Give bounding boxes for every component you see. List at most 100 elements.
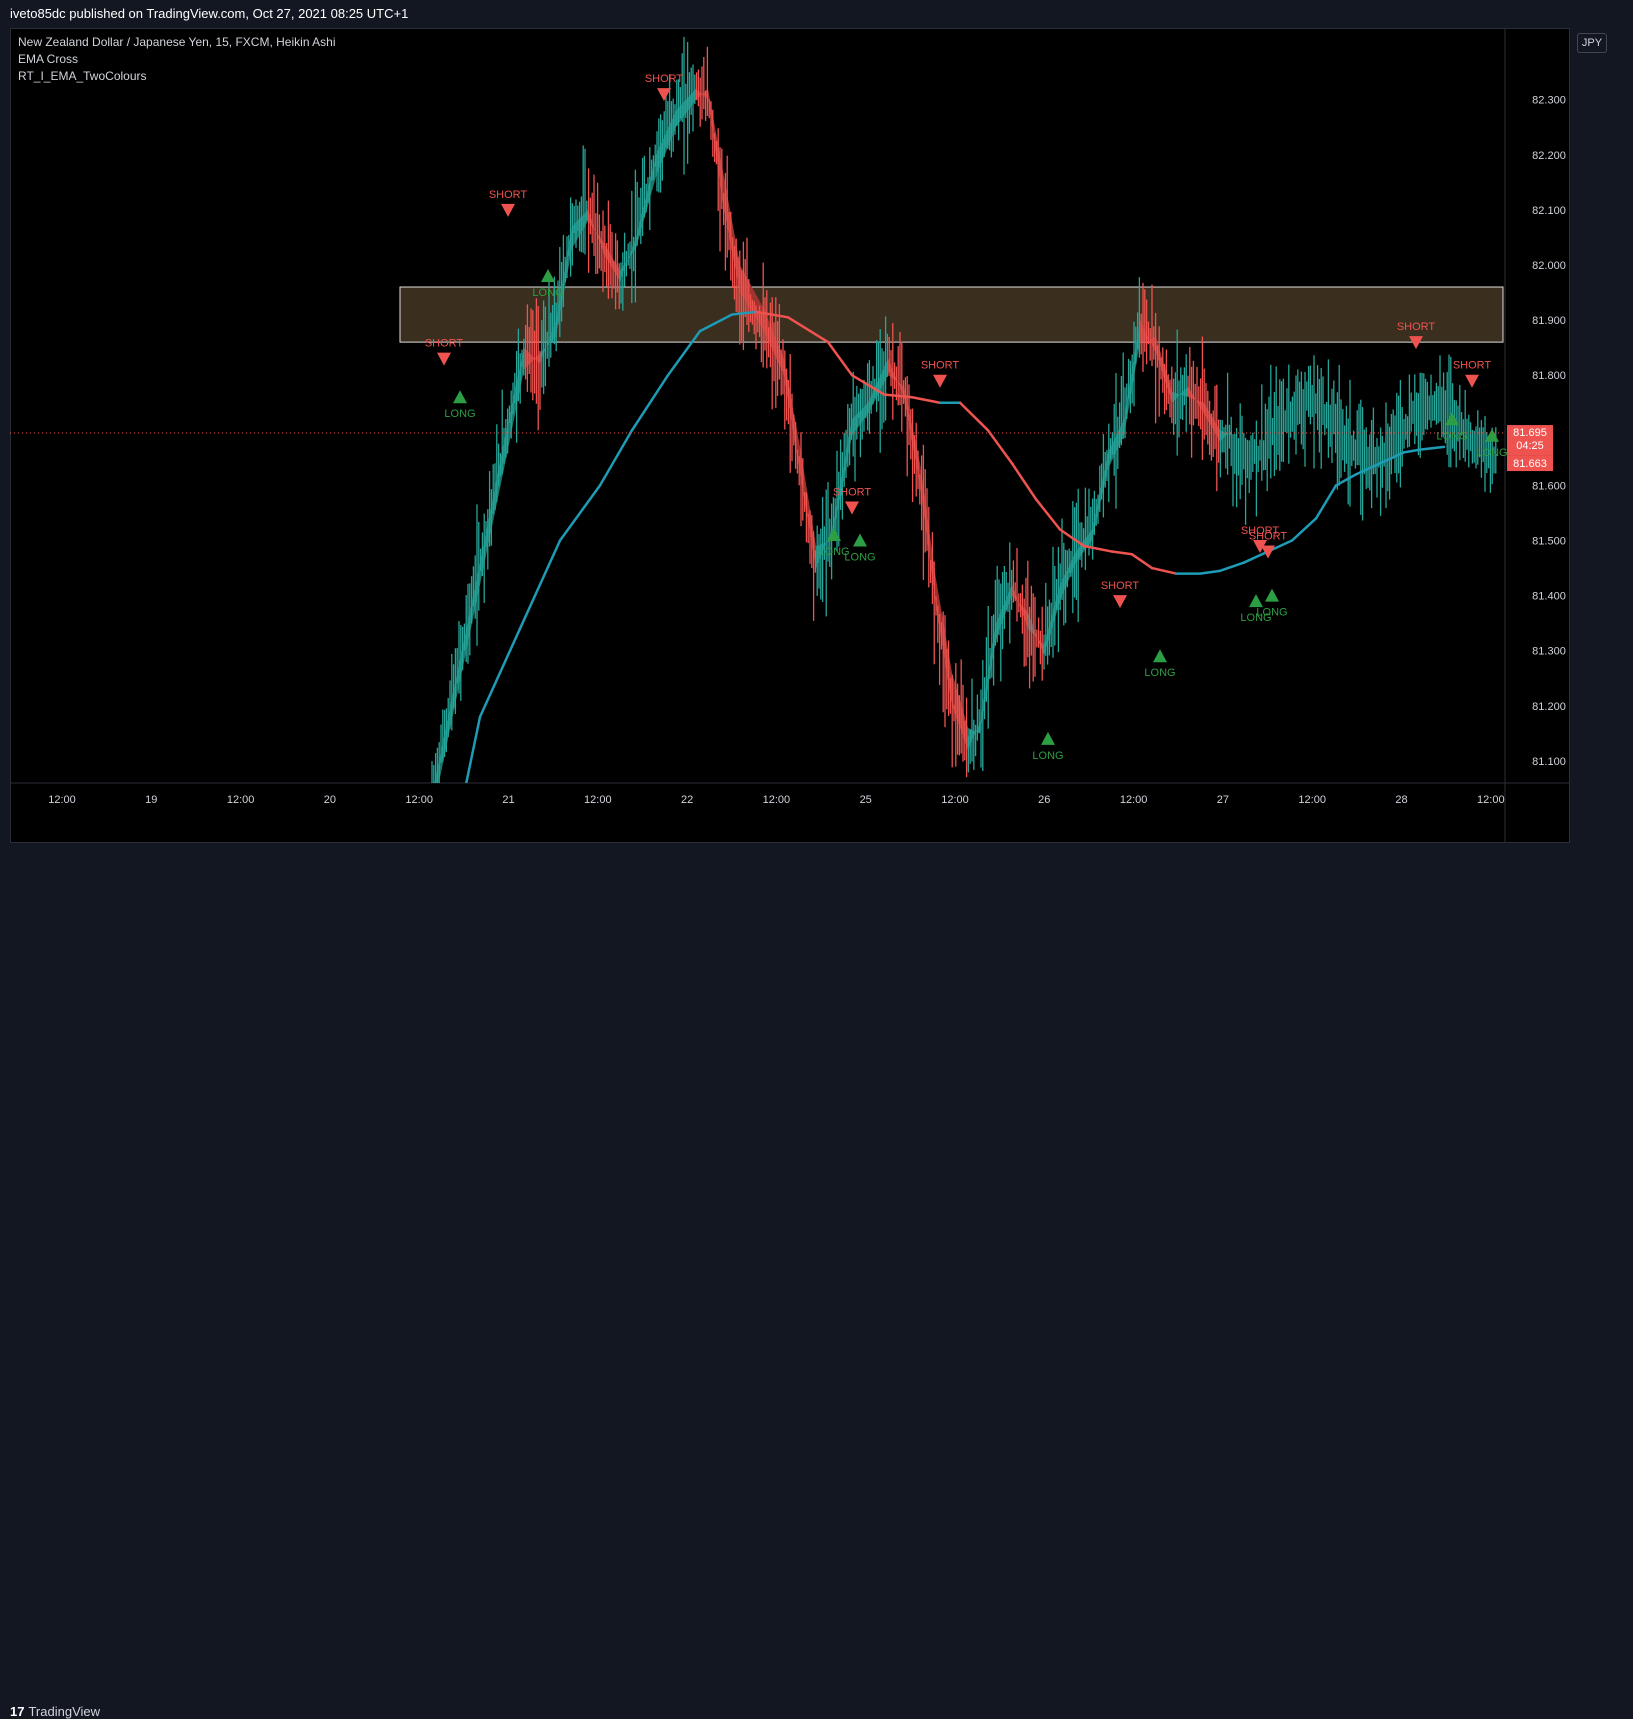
long-signal-label: LONG <box>1476 447 1507 459</box>
long-signal-marker[interactable] <box>1153 649 1167 663</box>
tradingview-logo[interactable]: 17 TradingView <box>10 1704 100 1719</box>
price-chart[interactable]: SHORTLONGSHORTLONGSHORTSHORTLONGLONGSHOR… <box>10 28 1570 843</box>
long-signal-marker[interactable] <box>1249 594 1263 608</box>
slow-ema-segment <box>1418 445 1446 451</box>
short-signal-marker[interactable] <box>845 501 859 515</box>
time-tick-label: 21 <box>502 794 514 806</box>
long-signal-marker[interactable] <box>827 528 841 542</box>
time-tick-label: 22 <box>681 794 693 806</box>
slow-ema-segment <box>1218 561 1246 573</box>
slow-ema-segment <box>986 429 1014 465</box>
slow-ema-segment <box>518 539 562 630</box>
slow-ema-segment <box>630 373 670 432</box>
long-signal-marker[interactable] <box>1265 588 1279 602</box>
slow-ema-segment <box>882 393 914 399</box>
time-tick-label: 19 <box>145 794 157 806</box>
slow-ema-segment <box>558 484 602 542</box>
price-tick-label: 82.300 <box>1532 95 1566 107</box>
long-signal-marker[interactable] <box>1041 731 1055 745</box>
short-signal-marker[interactable] <box>1113 595 1127 609</box>
long-signal-label: LONG <box>1256 607 1287 619</box>
short-signal-marker[interactable] <box>437 352 451 366</box>
short-signal-marker[interactable] <box>657 88 671 102</box>
short-signal-label: SHORT <box>1241 525 1280 537</box>
short-signal-label: SHORT <box>489 189 528 201</box>
time-tick-label: 27 <box>1217 794 1229 806</box>
time-tick-label: 12:00 <box>941 794 969 806</box>
time-tick-label: 26 <box>1038 794 1050 806</box>
current-price-label: 81.695 <box>1513 427 1547 439</box>
time-tick-label: 12:00 <box>763 794 791 806</box>
ema-ribbon-band <box>540 320 556 365</box>
short-signal-marker[interactable] <box>501 203 515 217</box>
slow-ema-segment <box>1314 484 1338 520</box>
time-tick-label: 12:00 <box>1120 794 1148 806</box>
long-signal-marker[interactable] <box>541 268 555 282</box>
long-signal-marker[interactable] <box>453 390 467 404</box>
long-signal-marker[interactable] <box>1445 412 1459 426</box>
slow-ema-segment <box>850 373 886 396</box>
currency-button[interactable]: JPY <box>1577 33 1607 53</box>
time-tick-label: 12:00 <box>227 794 255 806</box>
published-line: iveto85dc published on TradingView.com, … <box>10 6 409 21</box>
short-signal-label: SHORT <box>921 360 960 372</box>
slow-ema-segment <box>730 310 758 316</box>
long-signal-label: LONG <box>818 546 849 558</box>
price-tick-label: 81.500 <box>1532 536 1566 548</box>
ema-ribbon-band <box>968 722 980 750</box>
indicator-ema-two-colours[interactable]: RT_I_EMA_TwoColours <box>18 69 147 83</box>
long-signal-label: LONG <box>1436 430 1467 442</box>
brand-label: TradingView <box>28 1704 101 1719</box>
ema-price-label: 81.663 <box>1513 458 1547 470</box>
long-signal-label: LONG <box>532 287 563 299</box>
price-tick-label: 81.100 <box>1532 756 1566 768</box>
long-signal-marker[interactable] <box>853 533 867 547</box>
symbol-title[interactable]: New Zealand Dollar / Japanese Yen, 15, F… <box>18 35 336 49</box>
time-tick-label: 12:00 <box>1298 794 1326 806</box>
slow-ema-segment <box>826 340 854 377</box>
price-tick-label: 82.000 <box>1532 260 1566 272</box>
long-signal-label: LONG <box>444 408 475 420</box>
slow-ema-segment <box>598 429 634 487</box>
time-tick-label: 12:00 <box>584 794 612 806</box>
short-signal-label: SHORT <box>1453 360 1492 372</box>
slow-ema-segment <box>1354 462 1382 476</box>
slow-ema-segment <box>1150 566 1178 575</box>
indicator-ema-cross[interactable]: EMA Cross <box>18 52 79 66</box>
price-tick-label: 82.100 <box>1532 205 1566 217</box>
short-signal-marker[interactable] <box>1465 374 1479 388</box>
slow-ema-segment <box>1198 569 1222 575</box>
current-price-tag <box>1507 425 1553 456</box>
time-tick-label: 12:00 <box>1477 794 1505 806</box>
short-signal-marker[interactable] <box>1261 545 1275 559</box>
slow-ema-segment <box>1334 473 1358 487</box>
slow-ema-segment <box>1010 462 1038 501</box>
slow-ema-segment <box>698 313 734 333</box>
time-tick-label: 20 <box>324 794 336 806</box>
long-signal-label: LONG <box>1032 750 1063 762</box>
slow-ema-segment <box>1402 448 1422 454</box>
time-tick-label: 12:00 <box>48 794 76 806</box>
short-signal-label: SHORT <box>1101 580 1140 592</box>
price-tick-label: 81.300 <box>1532 646 1566 658</box>
short-signal-marker[interactable] <box>1253 540 1267 554</box>
ema-ribbon-band <box>1188 386 1204 414</box>
long-signal-label: LONG <box>1144 667 1175 679</box>
slow-ema-segment <box>1290 517 1318 542</box>
slow-ema-segment <box>1130 553 1154 570</box>
long-signal-marker[interactable] <box>1485 428 1499 442</box>
resistance-zone[interactable] <box>399 286 1504 343</box>
price-tick-label: 81.900 <box>1532 315 1566 327</box>
slow-ema-segment <box>1034 497 1062 531</box>
slow-ema-segment <box>786 316 830 344</box>
long-signal-label: LONG <box>844 552 875 564</box>
slow-ema-segment <box>958 401 990 432</box>
top-bar: iveto85dc published on TradingView.com, … <box>0 0 1633 28</box>
slow-ema-segment <box>1110 550 1134 556</box>
long-signal-label: LONG <box>1240 612 1271 624</box>
short-signal-marker[interactable] <box>933 374 947 388</box>
short-signal-marker[interactable] <box>1409 336 1423 350</box>
slow-ema-segment <box>666 329 702 377</box>
bar-countdown-label: 04:25 <box>1516 440 1544 452</box>
price-tick-label: 82.200 <box>1532 150 1566 162</box>
